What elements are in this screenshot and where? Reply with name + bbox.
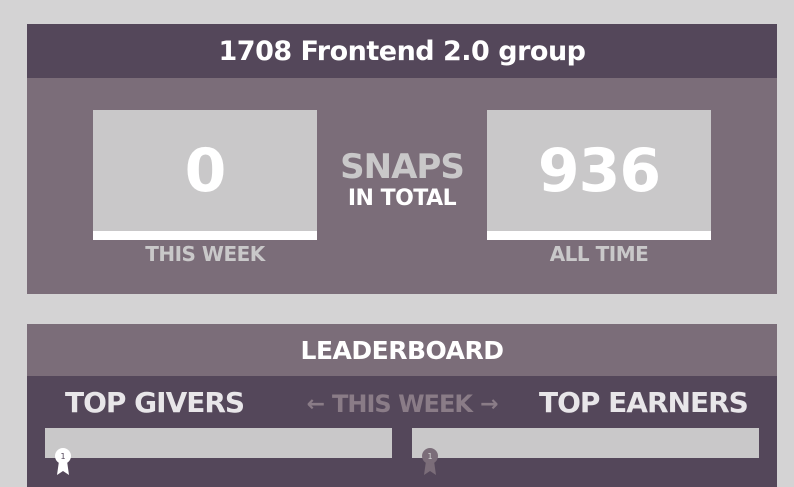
top-givers-title: TOP GIVERS (65, 386, 245, 419)
group-title: 1708 Frontend 2.0 group (27, 24, 777, 78)
period-switcher: ← THIS WEEK → (302, 390, 502, 418)
earners-list-item[interactable] (412, 428, 759, 458)
givers-rank-number: 1 (60, 452, 65, 461)
period-label: THIS WEEK (332, 390, 473, 418)
group-stats-panel: 1708 Frontend 2.0 group 0 THIS WEEK SNAP… (27, 24, 777, 294)
this-week-count: 0 (93, 110, 317, 240)
snaps-word: SNAPS (340, 147, 465, 187)
rank-ribbon-icon: 1 (55, 448, 71, 475)
this-week-label: THIS WEEK (145, 242, 265, 266)
leaderboard-panel: LEADERBOARD TOP GIVERS ← THIS WEEK → TOP… (27, 324, 777, 487)
givers-list-item[interactable] (45, 428, 392, 458)
all-time-count: 936 (487, 110, 711, 240)
top-earners-title: TOP EARNERS (539, 386, 749, 419)
leaderboard-title: LEADERBOARD (27, 324, 777, 376)
previous-period-arrow-icon[interactable]: ← (306, 391, 325, 417)
next-period-arrow-icon[interactable]: → (479, 391, 498, 417)
rank-ribbon-icon: 1 (422, 448, 438, 475)
snaps-in-total: SNAPS IN TOTAL (317, 150, 487, 210)
in-total-label: IN TOTAL (347, 186, 457, 211)
earners-rank-number: 1 (427, 452, 432, 461)
all-time-label: ALL TIME (549, 242, 649, 266)
